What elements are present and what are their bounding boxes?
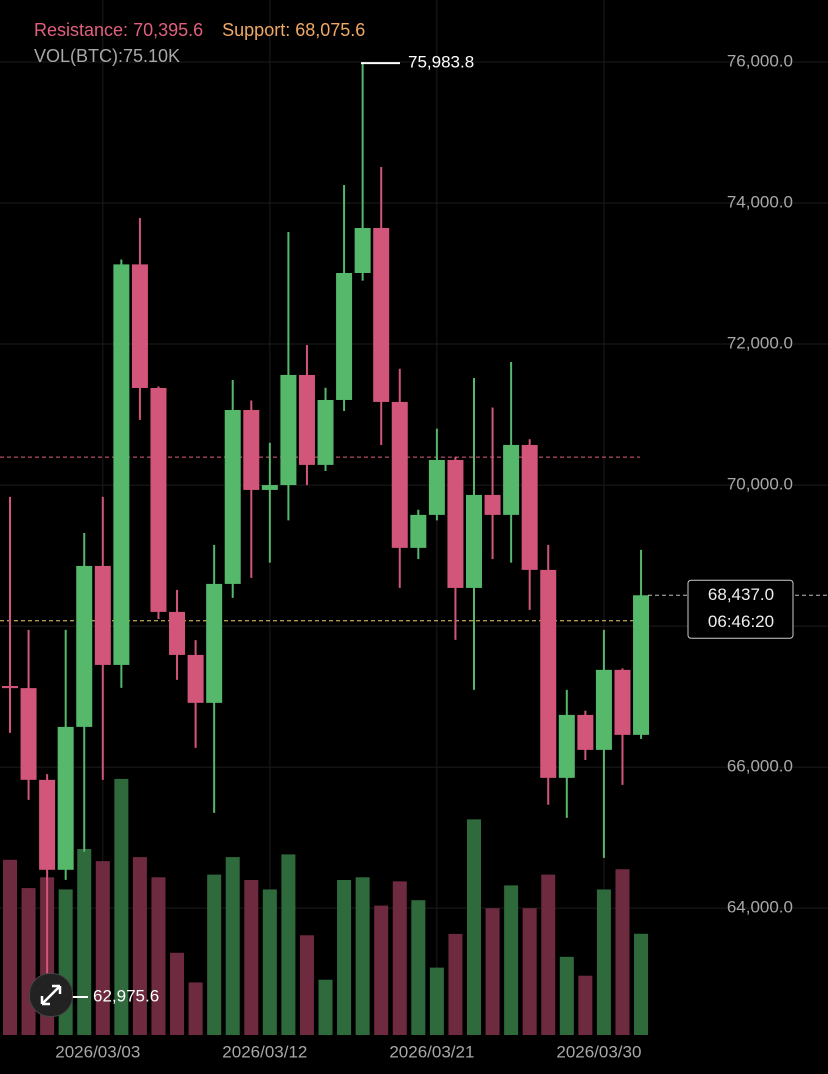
volume-bar xyxy=(95,861,110,1035)
volume-bar xyxy=(392,881,407,1035)
volume-bar xyxy=(615,869,630,1035)
volume-bar xyxy=(132,857,147,1035)
candle-body xyxy=(484,494,501,515)
level-legend: Resistance: 70,395.6 Support: 68,075.6 xyxy=(34,20,365,41)
volume-bar xyxy=(114,778,129,1035)
volume-bar xyxy=(3,859,17,1035)
candle-body xyxy=(428,459,445,515)
candle-body xyxy=(2,686,18,689)
volume-bar xyxy=(77,849,92,1035)
candle-body xyxy=(57,726,74,870)
volume-bar xyxy=(559,956,574,1035)
candle-body xyxy=(540,569,557,778)
y-tick-label: 74,000.0 xyxy=(727,193,793,212)
low-marker-label: 62,975.6 xyxy=(93,986,159,1005)
volume-bar xyxy=(504,885,519,1035)
candle-body xyxy=(150,387,167,612)
candle-body xyxy=(354,228,371,273)
x-tick-label: 2026/03/12 xyxy=(222,1042,307,1061)
candle-body xyxy=(224,409,241,584)
volume-bar xyxy=(596,889,611,1035)
resistance-value: 70,395.6 xyxy=(133,20,204,40)
y-tick-label: 64,000.0 xyxy=(727,898,793,917)
volume-bar xyxy=(170,952,185,1035)
volume-bar xyxy=(634,933,649,1035)
volume-bar xyxy=(244,880,259,1035)
volume-legend: VOL(BTC):75.10K xyxy=(34,46,180,67)
countdown-label: 06:46:20 xyxy=(708,612,774,631)
last-price-label: 68,437.0 xyxy=(708,585,774,604)
candle-body xyxy=(614,669,631,735)
volume-bar xyxy=(467,819,481,1035)
candle-body xyxy=(206,583,223,703)
volume-bar xyxy=(522,908,537,1035)
volume-bar xyxy=(207,874,222,1035)
volume-bar xyxy=(337,880,352,1035)
resistance-name: Resistance: xyxy=(34,20,129,40)
candle-body xyxy=(336,272,353,400)
candle-body xyxy=(503,444,520,515)
support-name: Support: xyxy=(222,20,291,40)
volume-bar xyxy=(429,967,444,1035)
expand-icon xyxy=(40,984,62,1006)
volume-bar xyxy=(448,933,463,1035)
volume-bar xyxy=(411,900,426,1035)
candle-body xyxy=(466,494,482,588)
y-tick-label: 66,000.0 xyxy=(727,757,793,776)
x-tick-label: 2026/03/30 xyxy=(556,1042,641,1061)
candle-body xyxy=(298,374,315,465)
x-tick-label: 2026/03/21 xyxy=(389,1042,474,1061)
candle-body xyxy=(76,565,93,727)
y-tick-label: 72,000.0 xyxy=(727,334,793,353)
volume-bar xyxy=(281,854,296,1035)
candle-body xyxy=(317,399,334,465)
volume-bar xyxy=(318,979,333,1035)
candle-body xyxy=(391,401,408,548)
volume-bar xyxy=(262,889,277,1035)
candle-body xyxy=(410,514,427,548)
candle-body xyxy=(20,688,37,780)
volume-bar xyxy=(299,935,314,1035)
volume-bar xyxy=(374,905,389,1035)
volume-name: VOL(BTC): xyxy=(34,46,124,66)
candle-body xyxy=(261,485,278,490)
candle-body xyxy=(577,714,594,750)
candle-body xyxy=(39,779,56,870)
candle-body xyxy=(373,228,390,402)
candle-body xyxy=(94,565,111,665)
candle-body xyxy=(595,669,612,750)
candle-body xyxy=(521,444,538,570)
candle-body xyxy=(447,459,464,588)
support-value: 68,075.6 xyxy=(295,20,366,40)
candle-body xyxy=(633,595,650,735)
candle-body xyxy=(187,654,204,703)
volume-bar xyxy=(188,982,203,1035)
y-tick-label: 70,000.0 xyxy=(727,475,793,494)
y-tick-label: 76,000.0 xyxy=(727,52,793,71)
last-price-box xyxy=(687,579,794,639)
expand-button[interactable] xyxy=(29,973,73,1017)
high-marker-label: 75,983.8 xyxy=(408,53,474,72)
volume-bar xyxy=(578,975,593,1035)
candle-body xyxy=(243,409,260,490)
x-tick-label: 2026/03/03 xyxy=(55,1042,140,1061)
volume-current: 75.10K xyxy=(123,46,181,66)
volume-bar xyxy=(225,857,240,1035)
candle-body xyxy=(169,611,186,655)
volume-bar xyxy=(541,874,556,1035)
candle-body xyxy=(113,264,130,665)
volume-bar xyxy=(485,908,500,1035)
candle-body xyxy=(131,264,148,388)
candle-body xyxy=(558,714,575,778)
candle-body xyxy=(280,374,297,486)
volume-bar xyxy=(355,877,370,1035)
volume-bar xyxy=(151,877,166,1035)
